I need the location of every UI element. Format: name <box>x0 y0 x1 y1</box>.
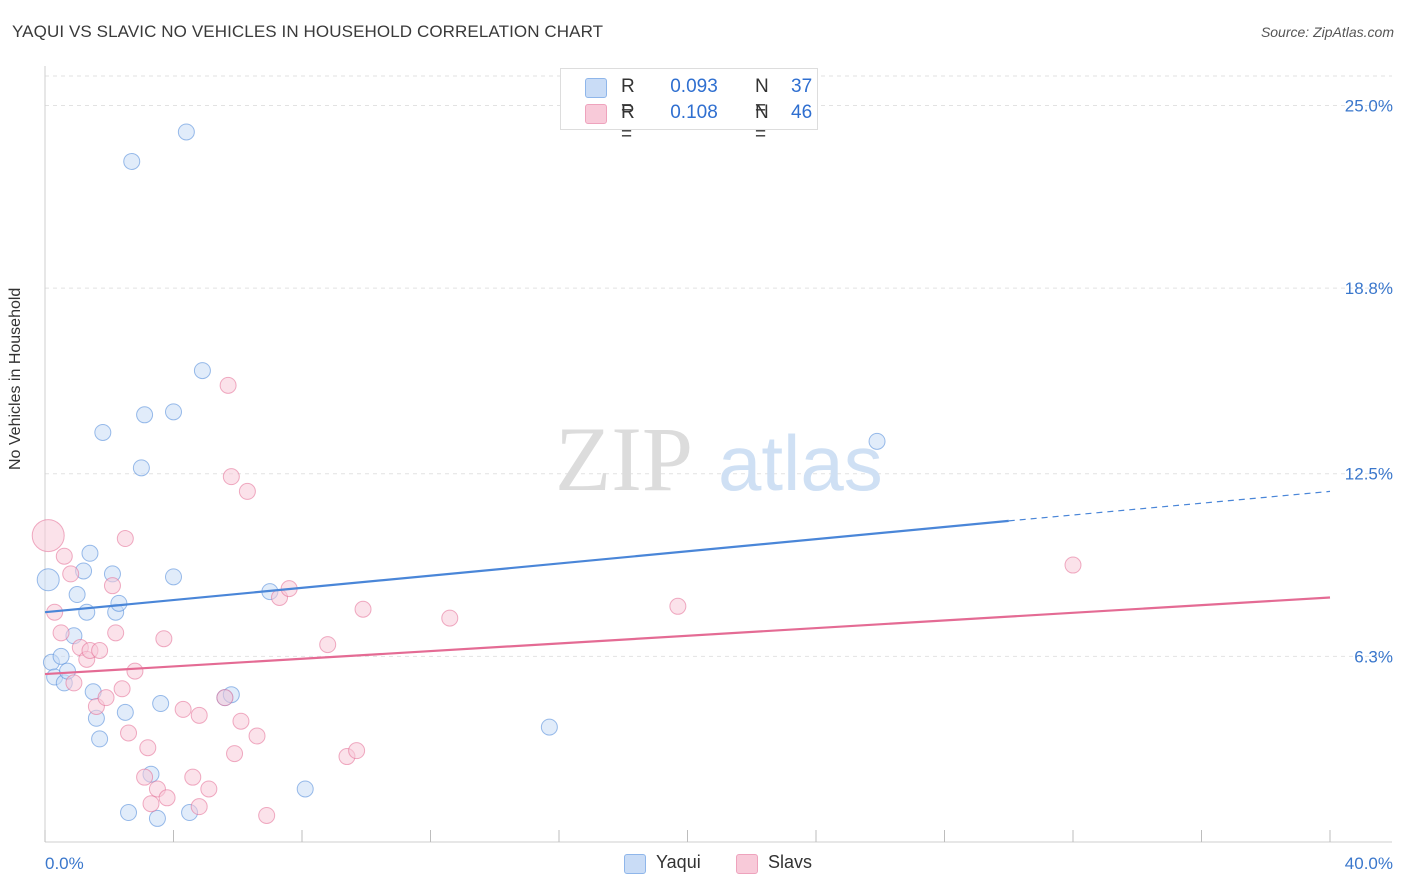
yaqui-point[interactable] <box>177 123 195 141</box>
trend-lines <box>44 490 1331 676</box>
yaqui-swatch <box>585 78 607 98</box>
yaqui-point[interactable] <box>78 603 96 621</box>
yaqui-point[interactable] <box>52 647 70 665</box>
stats-legend: R = 0.093 N = 37 R = 0.108 N = 46 <box>560 68 818 145</box>
watermark-atlas: atlas <box>718 419 883 507</box>
yaqui-point[interactable] <box>36 568 60 592</box>
slavs-point[interactable] <box>1064 556 1082 574</box>
y-tick-label: 6.3% <box>1354 647 1393 666</box>
yaqui-point[interactable] <box>165 403 182 421</box>
watermark: ZIP atlas <box>555 408 883 510</box>
yaqui-trend-extension <box>1008 490 1331 522</box>
slavs-point[interactable] <box>216 689 234 707</box>
data-points <box>31 123 1082 827</box>
yaqui-point[interactable] <box>68 586 86 604</box>
slavs-point[interactable] <box>190 706 208 724</box>
slavs-point[interactable] <box>174 700 192 718</box>
x-tick-label: 0.0% <box>45 854 84 873</box>
legend-label: Yaqui <box>656 852 701 872</box>
legend-label: Slavs <box>768 852 813 872</box>
slavs-point[interactable] <box>31 519 65 553</box>
slavs-swatch <box>585 104 607 124</box>
yaqui-point[interactable] <box>91 730 109 748</box>
yaqui-point[interactable] <box>123 152 141 170</box>
y-tick-label: 18.8% <box>1345 279 1393 298</box>
yaqui-point[interactable] <box>148 809 166 827</box>
slavs-point[interactable] <box>120 724 138 742</box>
yaqui-point[interactable] <box>116 703 134 721</box>
y-tick-label: 25.0% <box>1345 96 1393 115</box>
r-value: 0.093 <box>670 76 718 97</box>
yaqui-point[interactable] <box>94 423 112 441</box>
slavs-point[interactable] <box>142 795 160 813</box>
n-value: 46 <box>791 102 813 123</box>
slavs-point[interactable] <box>238 482 256 500</box>
slavs-point[interactable] <box>222 468 240 486</box>
slavs-trend-line <box>44 596 1331 676</box>
slavs-point[interactable] <box>248 727 266 745</box>
gridlines <box>45 75 1392 657</box>
slavs-point[interactable] <box>354 600 372 618</box>
r-value: 0.108 <box>670 102 718 123</box>
tick-labels: 6.3% 12.5% 18.8% 25.0% 0.0% 40.0% <box>45 96 1393 873</box>
slavs-point[interactable] <box>126 662 144 680</box>
slavs-point[interactable] <box>258 806 276 824</box>
yaqui-point[interactable] <box>81 544 99 562</box>
slavs-point[interactable] <box>441 609 459 627</box>
slavs-point[interactable] <box>116 530 134 548</box>
yaqui-point[interactable] <box>165 568 182 586</box>
yaqui-trend-line <box>44 519 1009 614</box>
slavs-legend-swatch <box>736 854 758 874</box>
r-label: R = <box>621 102 635 145</box>
slavs-point[interactable] <box>184 768 202 786</box>
slavs-point[interactable] <box>65 674 83 692</box>
slavs-point[interactable] <box>219 376 237 394</box>
slavs-point[interactable] <box>190 798 208 816</box>
slavs-point[interactable] <box>226 745 244 763</box>
watermark-zip: ZIP <box>555 408 693 510</box>
yaqui-legend-swatch <box>624 854 646 874</box>
yaqui-point[interactable] <box>132 459 150 477</box>
slavs-point[interactable] <box>97 689 115 707</box>
source-label: Source: ZipAtlas.com <box>1260 24 1394 40</box>
x-tick-label: 40.0% <box>1345 854 1393 873</box>
yaqui-point[interactable] <box>120 804 138 822</box>
slavs-point[interactable] <box>107 624 125 642</box>
slavs-point[interactable] <box>62 565 80 583</box>
slavs-point[interactable] <box>319 636 337 654</box>
slavs-point[interactable] <box>669 597 687 615</box>
axes <box>44 66 1392 843</box>
slavs-point[interactable] <box>136 768 154 786</box>
yaqui-point[interactable] <box>152 695 170 713</box>
n-label: N = <box>755 102 769 145</box>
yaqui-point[interactable] <box>136 406 154 424</box>
yaqui-point[interactable] <box>193 362 211 380</box>
slavs-point[interactable] <box>103 577 121 595</box>
slavs-point[interactable] <box>232 712 250 730</box>
slavs-point[interactable] <box>113 680 131 698</box>
slavs-point[interactable] <box>155 630 173 648</box>
y-tick-label: 12.5% <box>1345 465 1393 484</box>
slavs-point[interactable] <box>348 742 366 760</box>
chart-title: YAQUI VS SLAVIC NO VEHICLES IN HOUSEHOLD… <box>12 22 604 41</box>
yaqui-point[interactable] <box>868 432 886 450</box>
slavs-point[interactable] <box>158 789 176 807</box>
r-label: R = <box>621 76 635 119</box>
slavs-point[interactable] <box>139 739 157 757</box>
slavs-point[interactable] <box>55 547 73 565</box>
slavs-point[interactable] <box>52 624 70 642</box>
yaqui-point[interactable] <box>296 780 314 798</box>
yaqui-point[interactable] <box>540 718 558 736</box>
slavs-point[interactable] <box>200 780 218 798</box>
n-value: 37 <box>791 76 813 97</box>
n-label: N = <box>755 76 769 119</box>
yaqui-point[interactable] <box>110 594 128 612</box>
slavs-point[interactable] <box>91 642 109 659</box>
y-axis-label: No Vehicles in Household <box>7 287 24 470</box>
